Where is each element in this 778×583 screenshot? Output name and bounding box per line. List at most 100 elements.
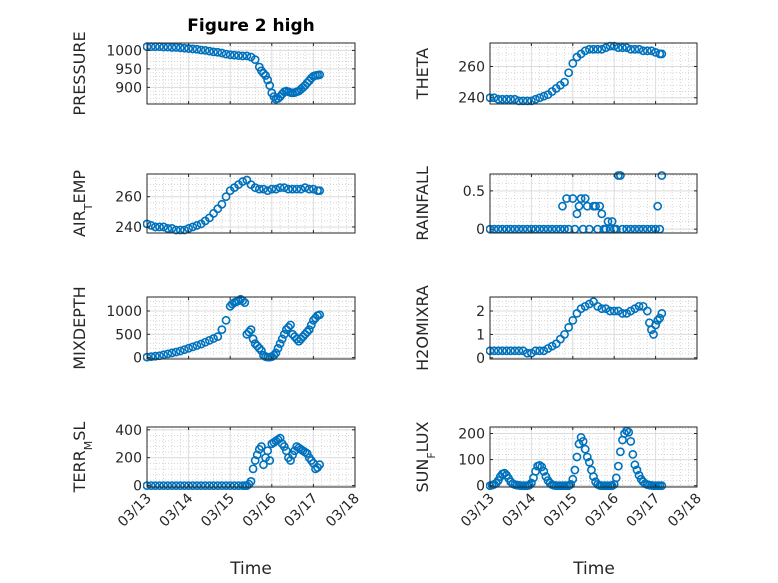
data-point xyxy=(568,474,578,484)
data-point xyxy=(498,94,507,104)
data-point xyxy=(175,225,185,235)
data-point xyxy=(234,481,243,491)
panel-sun-flux: 200 100 0 SUNFLUX 03/13 03/14 03/15 03/16 03/17 0… xyxy=(413,421,705,530)
data-point xyxy=(514,346,524,356)
data-point xyxy=(238,177,248,186)
y-tick-label: 0.5 xyxy=(463,184,485,200)
panel-theta: 260 240 THETA xyxy=(413,41,698,107)
data-point xyxy=(611,473,621,483)
data-point xyxy=(229,50,239,60)
data-point xyxy=(192,481,202,491)
data-point xyxy=(506,94,516,104)
data-point xyxy=(653,315,663,325)
y-axis-label: THETA xyxy=(413,48,432,100)
data-point xyxy=(167,481,177,491)
x-axis-label-left: Time xyxy=(229,559,272,579)
data-point xyxy=(209,481,218,491)
data-point xyxy=(649,330,658,339)
data-point xyxy=(572,209,582,219)
y-tick-label: 400 xyxy=(115,423,142,439)
data-point xyxy=(167,224,177,233)
data-point xyxy=(560,77,569,87)
data-point xyxy=(163,224,173,233)
data-point xyxy=(221,192,231,202)
data-point xyxy=(568,194,578,203)
axes-box xyxy=(146,296,356,360)
data-point xyxy=(204,335,214,345)
data-point xyxy=(603,217,613,226)
data-point xyxy=(595,201,605,211)
y-tick-label: 260 xyxy=(115,190,142,206)
data-point xyxy=(213,481,223,491)
data-point xyxy=(580,444,590,454)
data-point xyxy=(593,44,603,54)
y-tick-label: 240 xyxy=(115,220,142,236)
data-point xyxy=(259,68,268,78)
plot-area xyxy=(147,427,355,487)
data-point xyxy=(238,51,248,61)
y-axis-label: SUNFLUX xyxy=(413,421,438,492)
data-point xyxy=(628,449,638,459)
data-point xyxy=(657,481,667,491)
data-point xyxy=(531,346,540,356)
data-point xyxy=(271,348,281,358)
data-point xyxy=(225,481,235,491)
data-point xyxy=(537,462,547,472)
data-point xyxy=(630,460,640,470)
data-point xyxy=(566,479,576,489)
data-point xyxy=(180,43,189,53)
data-point xyxy=(626,44,636,54)
data-point xyxy=(188,342,198,352)
panel-pressure: 1000 950 900 PRESSURE xyxy=(70,31,356,116)
data-point xyxy=(607,217,617,226)
data-point xyxy=(572,452,582,462)
data-point xyxy=(263,75,273,85)
data-point xyxy=(642,306,652,316)
data-point xyxy=(261,71,270,80)
data-point xyxy=(167,43,177,52)
data-point xyxy=(175,346,185,356)
data-point xyxy=(288,184,297,194)
data-point xyxy=(204,46,214,56)
y-tick-label: 1000 xyxy=(106,43,142,59)
y-tick-label: 240 xyxy=(458,91,485,107)
data-point xyxy=(500,468,509,478)
data-point xyxy=(304,184,314,194)
data-point xyxy=(171,43,181,52)
data-point xyxy=(217,199,227,209)
data-point xyxy=(192,221,202,230)
data-point xyxy=(609,306,619,316)
figure-title: Figure 2 high xyxy=(187,16,315,36)
data-point xyxy=(302,449,312,458)
data-point xyxy=(275,183,285,193)
data-point xyxy=(200,481,210,491)
data-point xyxy=(277,334,287,344)
data-point xyxy=(242,51,252,61)
data-point xyxy=(630,44,640,54)
data-point xyxy=(263,446,273,456)
data-point xyxy=(275,433,285,443)
y-tick-label: 1 xyxy=(476,327,485,343)
data-point xyxy=(252,450,262,460)
data-point xyxy=(584,457,594,467)
axes-box xyxy=(146,173,356,234)
data-point xyxy=(502,94,511,104)
panel-terr-msl: 400 200 0 TERRMSL 03/13 03/14 03/15 03/16 03/17 0… xyxy=(70,422,363,531)
y-tick-label: 0 xyxy=(476,479,485,495)
data-point xyxy=(225,50,235,60)
y-tick-label: 950 xyxy=(115,62,142,78)
y-tick-label: 0 xyxy=(476,351,485,367)
y-axis-label: H2OMIXRA xyxy=(413,285,432,371)
data-point xyxy=(597,209,607,219)
data-point xyxy=(564,323,574,332)
data-point xyxy=(605,306,615,316)
data-point xyxy=(651,320,660,330)
data-point xyxy=(221,481,231,491)
data-point xyxy=(535,93,545,103)
data-point xyxy=(535,460,545,470)
data-point xyxy=(256,346,266,356)
data-point xyxy=(618,43,627,53)
data-point xyxy=(267,184,277,194)
panel-rainfall: 0.5 0 RAINFALL xyxy=(413,166,698,241)
x-tick-label: 03/18 xyxy=(665,491,705,531)
